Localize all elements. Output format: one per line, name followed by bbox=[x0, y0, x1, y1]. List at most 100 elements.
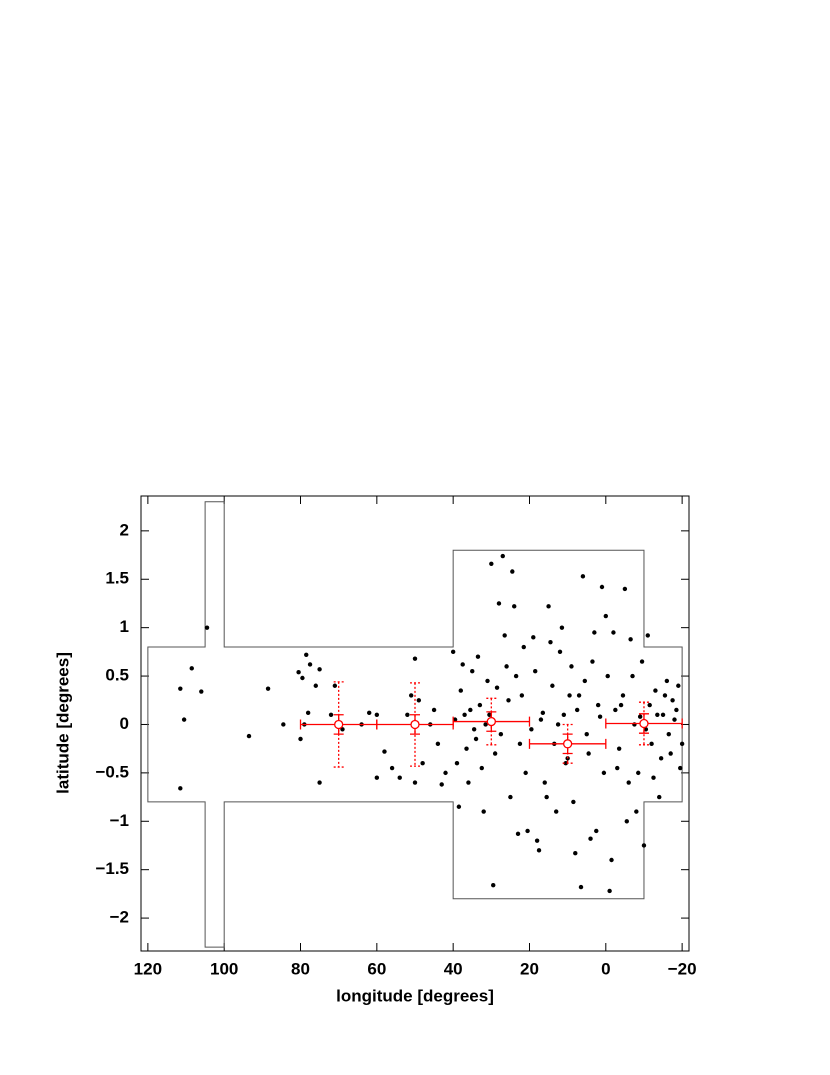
binned-point bbox=[334, 719, 344, 730]
source-point bbox=[523, 770, 528, 776]
source-point bbox=[615, 765, 620, 771]
x-tick-label: −20 bbox=[668, 959, 697, 978]
source-point bbox=[588, 836, 593, 841]
x-axis-title: longitude [degrees] bbox=[336, 986, 494, 1005]
source-point bbox=[374, 775, 380, 780]
source-point bbox=[639, 659, 645, 664]
source-point bbox=[670, 698, 675, 703]
source-point bbox=[513, 673, 519, 679]
source-point bbox=[603, 613, 609, 619]
source-point bbox=[611, 630, 616, 635]
source-point bbox=[592, 630, 597, 635]
y-tick-label: −0.5 bbox=[95, 762, 129, 781]
source-point bbox=[304, 652, 309, 657]
source-point bbox=[645, 633, 650, 638]
source-point bbox=[630, 673, 635, 679]
source-point bbox=[555, 722, 561, 727]
source-point bbox=[307, 662, 313, 667]
source-point bbox=[491, 882, 496, 888]
source-point bbox=[305, 710, 311, 716]
source-point bbox=[660, 712, 666, 717]
source-point bbox=[265, 686, 271, 691]
source-point bbox=[439, 782, 444, 787]
x-tick-label: 120 bbox=[134, 959, 162, 978]
source-point bbox=[580, 574, 586, 579]
source-point bbox=[506, 698, 511, 703]
y-tick-label: 1 bbox=[120, 617, 129, 636]
source-point bbox=[664, 678, 670, 684]
source-point bbox=[408, 693, 414, 698]
source-point bbox=[618, 702, 624, 708]
source-point bbox=[658, 756, 664, 761]
source-point bbox=[475, 654, 481, 659]
source-point bbox=[609, 857, 614, 863]
source-point bbox=[529, 727, 534, 732]
source-point bbox=[643, 727, 649, 732]
source-point bbox=[412, 780, 418, 785]
source-point bbox=[649, 741, 654, 747]
source-point bbox=[571, 799, 576, 805]
source-point bbox=[296, 669, 301, 675]
source-point bbox=[678, 765, 683, 771]
source-point bbox=[525, 828, 530, 834]
source-point bbox=[178, 686, 183, 691]
source-point bbox=[613, 707, 618, 713]
source-point bbox=[622, 586, 628, 592]
source-point bbox=[594, 828, 599, 834]
source-point bbox=[389, 765, 395, 771]
source-point bbox=[504, 664, 509, 669]
source-point bbox=[626, 780, 631, 785]
source-point bbox=[561, 712, 567, 717]
source-point bbox=[281, 722, 286, 727]
source-point bbox=[672, 717, 677, 722]
source-point bbox=[628, 637, 633, 642]
source-point bbox=[620, 693, 626, 698]
source-point bbox=[573, 851, 578, 856]
source-point bbox=[651, 775, 656, 780]
source-point bbox=[477, 702, 483, 708]
source-point bbox=[367, 710, 372, 716]
source-point bbox=[590, 659, 595, 664]
source-point bbox=[557, 649, 563, 655]
source-point bbox=[542, 780, 547, 785]
source-point bbox=[647, 702, 652, 708]
source-point bbox=[471, 727, 477, 732]
source-point bbox=[637, 714, 643, 719]
source-point bbox=[517, 741, 523, 747]
y-tick-label: 0.5 bbox=[105, 666, 129, 685]
x-tick-label: 20 bbox=[520, 959, 539, 978]
source-point bbox=[624, 819, 629, 824]
source-point bbox=[479, 765, 484, 771]
source-point bbox=[456, 804, 462, 809]
y-tick-label: −1.5 bbox=[95, 859, 129, 878]
source-point bbox=[512, 604, 517, 609]
source-point bbox=[534, 838, 540, 843]
source-point bbox=[502, 633, 507, 638]
source-point bbox=[298, 736, 303, 742]
source-point bbox=[510, 569, 515, 574]
source-point bbox=[666, 731, 671, 737]
source-point bbox=[416, 698, 422, 703]
source-point bbox=[300, 675, 305, 681]
source-point bbox=[473, 736, 479, 742]
source-point bbox=[578, 884, 584, 890]
source-point bbox=[189, 666, 194, 671]
source-point bbox=[540, 710, 546, 716]
source-point bbox=[317, 667, 322, 672]
source-point bbox=[181, 717, 187, 722]
y-axis-title: latitude [degrees] bbox=[53, 652, 72, 794]
source-point bbox=[498, 731, 504, 737]
source-point bbox=[454, 760, 460, 766]
source-point bbox=[653, 688, 658, 693]
source-point bbox=[496, 601, 502, 606]
source-point bbox=[641, 843, 647, 848]
source-point bbox=[199, 689, 204, 694]
plot-frame bbox=[140, 495, 690, 952]
source-point bbox=[204, 625, 210, 630]
source-point bbox=[328, 712, 334, 717]
source-point bbox=[607, 888, 612, 894]
y-tick-label: 1.5 bbox=[105, 569, 129, 588]
source-point bbox=[668, 751, 673, 756]
y-error-bar-sys bbox=[333, 681, 344, 768]
